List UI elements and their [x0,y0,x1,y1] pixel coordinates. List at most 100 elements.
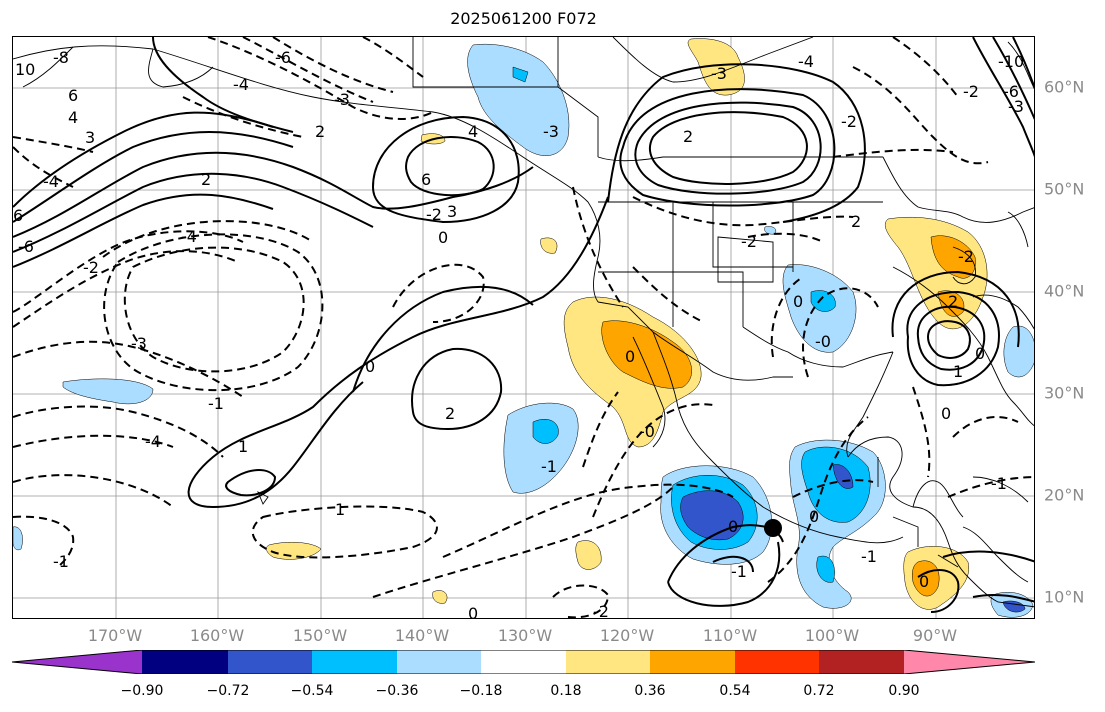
contour-label: 2 [445,404,455,423]
contour-label: 4 [468,122,478,141]
lon-label: 120°W [599,626,655,645]
contour-label: 2 [201,170,211,189]
contour-label: 6 [421,170,431,189]
colorbar-segment [142,650,228,674]
contour-label: -1 [53,552,69,571]
contour-label: 0 [809,507,819,526]
contour-label: -6 [1003,82,1019,101]
lon-label: 160°W [189,626,245,645]
contour-label: 0 [793,292,803,311]
contour-label: 0 [975,344,985,363]
contour-label: -4 [145,432,161,451]
contour-label: -3 [711,64,727,83]
contour-label: -6 [275,48,291,67]
contour-label: -6 [18,237,34,256]
shaded-field [13,38,1034,618]
lat-label: 50°N [1044,179,1085,199]
contour-label: -0 [639,422,655,441]
colorbar-segment [397,650,481,674]
contour-label: 2 [315,122,325,141]
contour-label: -8 [53,48,69,67]
contour-label: 6 [13,206,23,225]
colorbar-tick-label: −0.36 [375,683,419,699]
contour-label: -2 [426,205,442,224]
colorbar-segment [228,650,312,674]
coastlines [13,37,1034,608]
colorbar-segment [481,650,566,674]
colorbar-segment [735,650,819,674]
colorbar-tick-label: 0.72 [803,683,835,699]
colorbar-segment [904,650,1035,674]
contour-label: -0 [815,332,831,351]
lon-label: 100°W [804,626,860,645]
contour-label: 2 [683,127,693,146]
contour-label: 0 [919,572,929,591]
colorbar-tick-label: −0.18 [459,683,503,699]
contour-label: -1 [541,457,557,476]
contour-label: -2 [963,82,979,101]
colorbar-segment [312,650,397,674]
contour-lines [13,37,1034,613]
colorbar-tick-label: −0.72 [206,683,250,699]
contour-label: -1 [991,474,1007,493]
contour-label: 0 [438,228,448,247]
lon-label: 90°W [912,626,958,645]
contour-label: -3 [131,334,147,353]
colorbar-tick-label: 0.90 [888,683,920,699]
map-canvas: -6 -8 10 6 4 3 -4 -3 2 -4 6 2 -6 -4 -3 -… [13,37,1034,619]
lat-label: 60°N [1044,77,1085,97]
contour-label: -4 [233,75,249,94]
lon-label: 170°W [87,626,143,645]
map-title: 2025061200 F072 [450,9,597,28]
lon-label: 150°W [292,626,348,645]
contour-label: 0 [728,517,738,536]
colorbar-tick-label: 0.18 [550,683,582,699]
colorbar-tick-label: 0.36 [634,683,666,699]
contour-label: -4 [798,52,814,71]
contour-label: 10 [15,60,35,79]
contour-label: 3 [447,202,457,221]
contour-label: 1 [953,362,963,381]
lat-label: 40°N [1044,281,1085,301]
contour-label: 0 [941,404,951,423]
map-panel: -6 -8 10 6 4 3 -4 -3 2 -4 6 2 -6 -4 -3 -… [12,36,1035,619]
colorbar-tick-label: 0.54 [719,683,751,699]
colorbar-segment [650,650,735,674]
contour-label: 3 [85,128,95,147]
contour-label: -3 [1008,97,1024,116]
contour-label: -1 [731,562,747,581]
colorbar-segment [12,650,142,674]
colorbar-segment [819,650,904,674]
colorbar-tick-label: −0.54 [290,683,334,699]
colorbar [12,650,1035,674]
lon-label: 130°W [497,626,553,645]
contour-lines-dashed [13,37,1034,618]
colorbar-segment [566,650,650,674]
lat-label: 30°N [1044,383,1085,403]
contour-label: 0 [365,357,375,376]
lon-label: 140°W [394,626,450,645]
contour-label: 2 [948,292,958,311]
contour-label: -2 [83,258,99,277]
location-marker-dot [764,519,782,537]
contour-labels: -6 -8 10 6 4 3 -4 -3 2 -4 6 2 -6 -4 -3 -… [13,48,1024,619]
contour-label: -2 [841,112,857,131]
colorbar-tick-label: −0.90 [120,683,164,699]
contour-label: -1 [208,394,224,413]
contour-label: 0 [468,604,478,619]
contour-label: -3 [543,122,559,141]
contour-label: -10 [998,52,1024,71]
contour-label: 0 [625,347,635,366]
contour-label: -2 [958,247,974,266]
contour-label: 6 [68,86,78,105]
contour-label: -2 [741,232,757,251]
lat-label: 10°N [1044,587,1085,607]
contour-label: 4 [68,108,78,127]
contour-label: 1 [238,437,248,456]
lon-label: 110°W [702,626,758,645]
contour-label: -4 [43,172,59,191]
contour-label: 2 [851,212,861,231]
contour-label: -2 [593,602,609,619]
lat-label: 20°N [1044,485,1085,505]
contour-label: -3 [334,90,350,109]
